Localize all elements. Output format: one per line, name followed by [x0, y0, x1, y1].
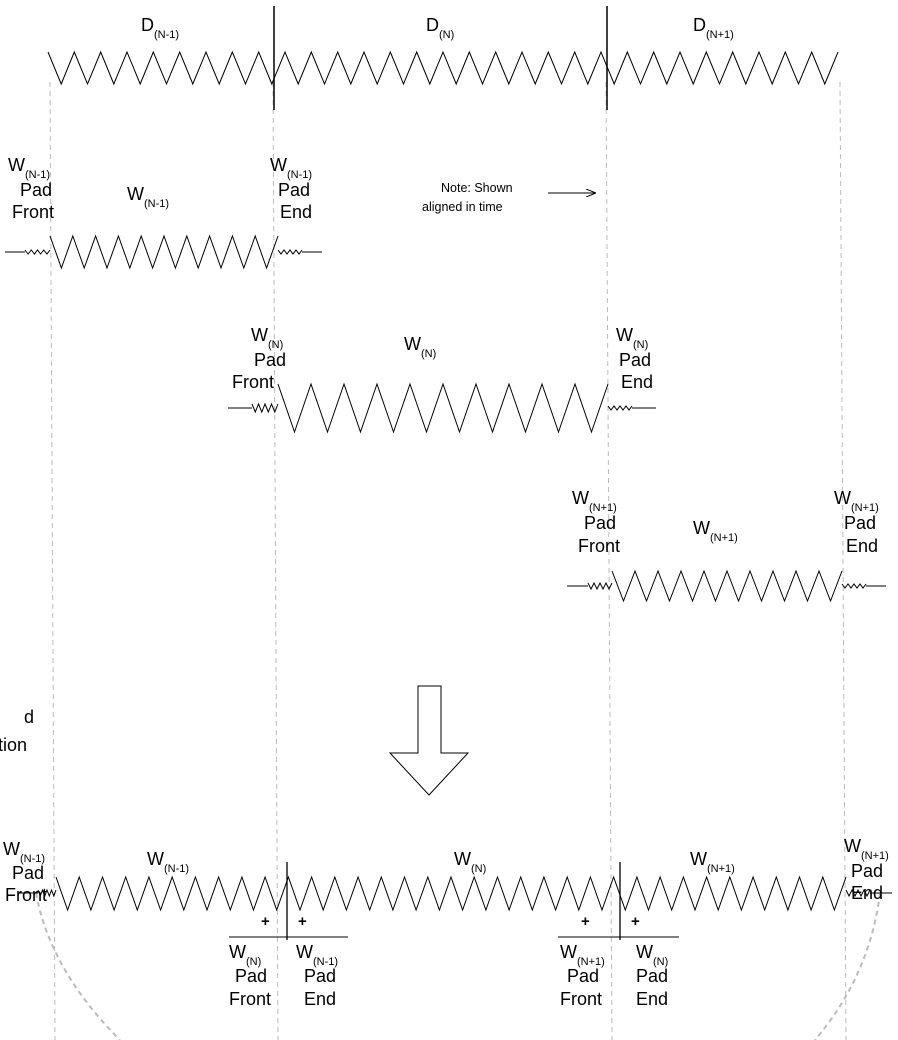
label-w-curr: W(N) [404, 334, 436, 360]
left-partial-text-2: tion [0, 735, 27, 755]
label-w-prev: W(N-1) [127, 184, 169, 210]
w-prev-zigzag [49, 234, 279, 270]
label-result-pad-front-w: W(N-1) [3, 839, 45, 865]
label-result-pad-end-pad: Pad [851, 861, 883, 881]
guide-line-2 [272, 81, 279, 1040]
sum-left-end-w: W(N-1) [296, 942, 338, 968]
w-next-pad-end-ripple [841, 583, 867, 589]
sum-left-front-pad: Pad [235, 966, 267, 986]
plus-sign-3: + [581, 913, 590, 930]
w-next-signal [567, 569, 886, 603]
note-line-1: Note: Shown [441, 181, 513, 195]
label-w-curr-pad-end-end: End [621, 372, 653, 392]
w-prev-signal [5, 234, 322, 270]
sum-right-front-w: W(N+1) [560, 942, 605, 968]
label-result-pad-end-end: End [851, 883, 883, 903]
right-arc [814, 892, 881, 1040]
label-result-pad-front-front: Front [5, 885, 47, 905]
sum-left-end-pad: Pad [304, 966, 336, 986]
d-zigzag [47, 50, 839, 86]
sum-left-end-end: End [304, 989, 336, 1009]
sum-right-end-end: End [636, 989, 668, 1009]
w-next-pad-front-ripple [587, 581, 613, 591]
label-w-next-pad-front-pad: Pad [584, 513, 616, 533]
label-w-next-pad-front-w: W(N+1) [572, 488, 617, 514]
sum-right-end-w: W(N) [636, 942, 668, 968]
guide-lines [49, 81, 847, 1040]
plus-sign-1: + [261, 913, 270, 930]
label-w-next-pad-end-end: End [846, 536, 878, 556]
label-w-prev-pad-end-w: W(N-1) [270, 155, 312, 181]
label-w-prev-pad-front-w: W(N-1) [8, 155, 50, 181]
w-curr-zigzag [277, 382, 609, 434]
sum-left-front-w: W(N) [229, 942, 261, 968]
guide-line-4 [839, 81, 847, 1040]
label-d-curr: D(N) [426, 15, 454, 41]
note-line-2: aligned in time [422, 200, 503, 214]
w-prev-pad-end-ripple [277, 249, 303, 255]
label-w-prev-pad-end-end: End [280, 202, 312, 222]
w-prev-pad-front-ripple [24, 249, 51, 255]
label-w-next: W(N+1) [693, 518, 738, 544]
left-arc [35, 892, 121, 1040]
label-d-next: D(N+1) [693, 15, 734, 41]
label-d-prev: D(N-1) [141, 15, 179, 41]
plus-sign-2: + [298, 913, 307, 930]
label-w-curr-pad-end-pad: Pad [619, 350, 651, 370]
result-zigzag [55, 875, 847, 912]
w-next-zigzag [611, 569, 843, 603]
d-segment-row [47, 6, 839, 110]
label-w-curr-pad-front-pad: Pad [254, 350, 286, 370]
w-curr-pad-end-ripple [607, 405, 633, 411]
sum-right-front-pad: Pad [567, 966, 599, 986]
label-result-w-prev: W(N-1) [147, 849, 189, 875]
label-w-next-pad-front-front: Front [578, 536, 620, 556]
label-result-w-curr: W(N) [454, 849, 486, 875]
w-curr-signal [228, 382, 656, 434]
label-w-next-pad-end-w: W(N+1) [834, 488, 879, 514]
sum-right-front-front: Front [560, 989, 602, 1009]
sum-right-end-pad: Pad [636, 966, 668, 986]
label-w-curr-pad-end-w: W(N) [616, 325, 648, 351]
label-result-pad-end-w: W(N+1) [844, 836, 889, 862]
label-result-w-next: W(N+1) [690, 849, 735, 875]
label-w-prev-pad-front-pad: Pad [20, 180, 52, 200]
left-partial-text-1: d [24, 707, 34, 727]
result-pad-end-ripple [845, 888, 871, 898]
result-signal [18, 862, 892, 940]
plus-sign-4: + [631, 913, 640, 930]
label-w-prev-pad-front-front: Front [12, 202, 54, 222]
down-arrow [388, 685, 470, 796]
label-w-curr-pad-front-w: W(N) [251, 325, 283, 351]
guide-line-1 [49, 81, 56, 1040]
label-w-next-pad-end-pad: Pad [844, 513, 876, 533]
w-curr-pad-front-ripple [251, 402, 279, 414]
label-result-pad-front-pad: Pad [12, 863, 44, 883]
label-w-curr-pad-front-front: Front [232, 372, 274, 392]
label-w-prev-pad-end-pad: Pad [278, 180, 310, 200]
result-pad-front-ripple [37, 888, 57, 898]
guide-line-3 [605, 81, 613, 1040]
sum-left-front-front: Front [229, 989, 271, 1009]
